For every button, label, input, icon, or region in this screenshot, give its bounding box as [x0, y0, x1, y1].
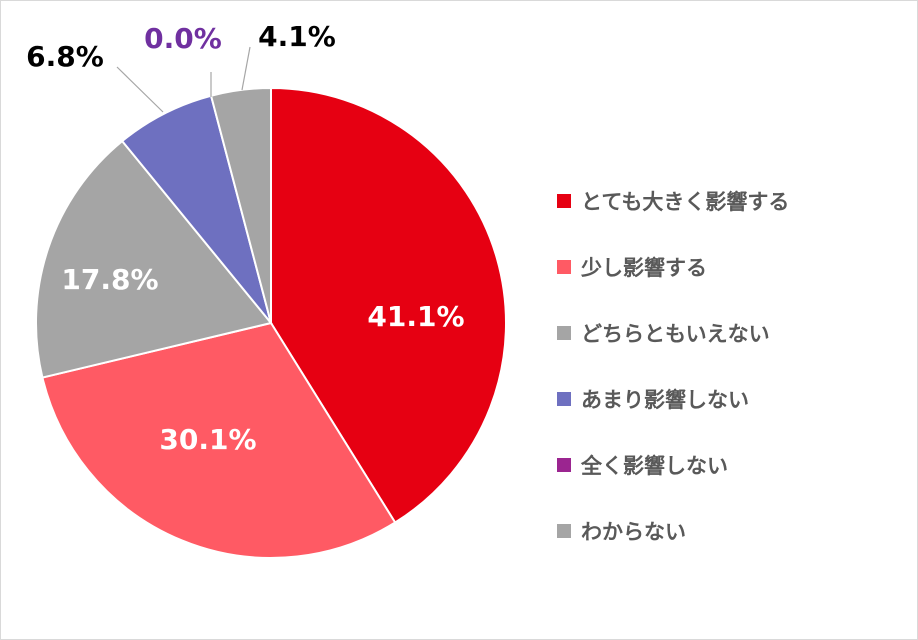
- pie-slice: [270, 86, 507, 524]
- pie-slice: [41, 321, 397, 559]
- legend-item: 全く影響しない: [557, 432, 789, 498]
- legend-swatch: [557, 392, 571, 406]
- legend-label: 少し影響する: [581, 256, 707, 280]
- data-label: 17.8%: [61, 263, 158, 296]
- data-label: 0.0%: [144, 22, 222, 55]
- legend-label: 全く影響しない: [581, 454, 728, 478]
- legend-swatch: [557, 326, 571, 340]
- pie-slice: [35, 139, 273, 379]
- legend-label: わからない: [581, 520, 686, 544]
- legend-swatch: [557, 260, 571, 274]
- legend-swatch: [557, 458, 571, 472]
- legend: とても大きく影響する 少し影響するどちらともいえない あまり影響しない 全く影響しない…: [557, 168, 789, 564]
- legend-label: どちらともいえない: [581, 322, 770, 346]
- data-label: 30.1%: [159, 423, 256, 456]
- legend-item: あまり影響しない: [557, 366, 789, 432]
- legend-item: わからない: [557, 498, 789, 564]
- legend-label: とても大きく影響する: [581, 190, 790, 214]
- data-label: 6.8%: [26, 40, 104, 73]
- data-label: 41.1%: [367, 300, 464, 333]
- data-label: 4.1%: [258, 20, 336, 53]
- legend-item: 少し影響する: [557, 234, 789, 300]
- legend-item: とても大きく影響する: [557, 168, 789, 234]
- legend-swatch: [557, 524, 571, 538]
- legend-item: どちらともいえない: [557, 300, 789, 366]
- leader-line: [116, 66, 164, 113]
- leader-line: [241, 46, 251, 91]
- legend-label: あまり影響しない: [581, 388, 749, 412]
- legend-swatch: [557, 194, 571, 208]
